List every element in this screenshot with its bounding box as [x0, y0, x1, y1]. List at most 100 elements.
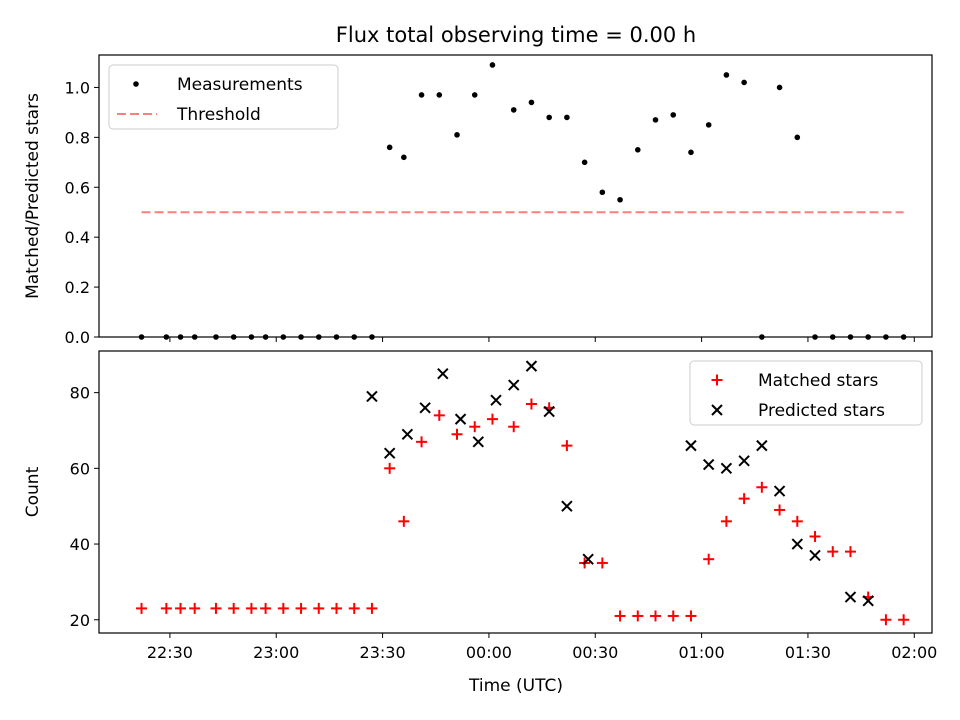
matched-star-point [384, 462, 396, 474]
x-stroke-2 [401, 428, 414, 440]
matched-star-point [451, 428, 463, 440]
y-tick-label: 0.6 [65, 178, 90, 197]
x-stroke-2 [756, 439, 768, 452]
x-stroke-2 [862, 595, 874, 607]
predicted-star-point [525, 360, 538, 372]
chart-title: Flux total observing time = 0.00 h [336, 23, 696, 47]
measurement-point [581, 159, 588, 166]
matched-star-point [614, 610, 626, 622]
predicted-star-point [702, 458, 715, 471]
matched-star-point [596, 557, 608, 569]
legend-label: Predicted stars [758, 401, 885, 421]
matched-star-point [210, 602, 222, 614]
measurement-point [794, 134, 801, 141]
legend-label: Measurements [177, 75, 303, 95]
legend-box [689, 360, 923, 426]
x-stroke-2 [508, 379, 520, 391]
x-tick-label: 00:00 [466, 643, 512, 662]
matched-star-point [685, 610, 697, 622]
legend-measurement-swatch [133, 81, 139, 87]
measurement-point [670, 112, 677, 118]
predicted-star-point [582, 553, 594, 565]
x-stroke-2 [702, 458, 715, 471]
matched-star-point [650, 610, 662, 622]
matched-star-point [313, 602, 325, 614]
y-tick-label: 1.0 [65, 78, 90, 97]
matched-star-point [469, 421, 481, 433]
measurement-point [776, 84, 783, 91]
x-stroke-2 [525, 360, 538, 372]
legend-predicted-swatch [711, 404, 723, 416]
matched-star-point [295, 602, 307, 614]
measurement-point [688, 149, 694, 156]
predicted-star-point [490, 394, 502, 406]
y-tick-label: 0.4 [65, 228, 90, 247]
matched-star-point [228, 602, 240, 614]
matched-star-point [260, 602, 272, 614]
x-stroke-2 [366, 390, 378, 403]
matched-star-point [756, 481, 768, 493]
matched-star-point [738, 493, 750, 505]
measurement-point [386, 144, 393, 151]
matched-star-point [508, 421, 520, 433]
legend: Matched stars Predicted stars [689, 360, 923, 426]
matched-star-point [330, 602, 342, 614]
predicted-star-point [383, 447, 396, 459]
y-axis-label: Count [23, 466, 43, 517]
measurement-point [652, 117, 659, 123]
matched-star-point [277, 602, 289, 614]
predicted-star-point [685, 439, 697, 452]
x-tick-label: 23:30 [360, 643, 406, 662]
matched-star-point [720, 515, 732, 527]
matched-star-point [175, 602, 187, 614]
measurement-point [546, 114, 552, 121]
predicted-star-point [366, 390, 378, 403]
matched-star-point [433, 409, 445, 421]
x-tick-label: 01:30 [785, 643, 831, 662]
legend-label: Threshold [176, 105, 261, 125]
predicted-star-point [862, 595, 874, 607]
y-tick-label: 40 [70, 535, 90, 554]
matched-star-point [561, 440, 573, 452]
legend-label: Matched stars [758, 371, 878, 391]
predicted-star-point [472, 436, 484, 448]
x-stroke-2 [711, 404, 723, 416]
top-panel: 0.0 0.2 0.4 0.6 0.8 1.0 Matched/Predicted star… [23, 54, 933, 347]
matched-star-point [774, 504, 786, 516]
matched-star-point [844, 546, 856, 558]
matched-star-point [703, 553, 715, 565]
x-stroke-2 [454, 413, 467, 425]
matched-star-point [898, 614, 910, 626]
axes-frame [98, 350, 933, 634]
matched-star-point [245, 602, 257, 614]
predicted-star-point [756, 439, 768, 452]
matched-star-point [189, 602, 201, 614]
x-stroke-2 [791, 538, 804, 550]
measurement-point [401, 154, 407, 161]
predicted-star-point [773, 485, 786, 497]
measurement-point [634, 147, 641, 153]
x-stroke-2 [685, 439, 697, 452]
legend-box [108, 64, 339, 130]
matched-star-point [486, 413, 498, 425]
x-tick-label: 23:00 [253, 643, 299, 662]
x-stroke-2 [720, 462, 733, 475]
measurement-point [454, 132, 460, 138]
y-tick-label: 0.8 [65, 128, 90, 147]
y-tick-label: 0.2 [65, 278, 90, 297]
matched-star-point [791, 515, 803, 527]
y-tick-label: 0.0 [65, 328, 90, 347]
x-stroke-2 [582, 553, 594, 565]
predicted-star-point [809, 549, 821, 562]
predicted-star-point [720, 462, 733, 475]
measurement-point [471, 92, 478, 98]
matched-star-point [667, 610, 679, 622]
matched-star-point [416, 436, 428, 448]
predicted-star-point [454, 413, 467, 425]
matched-star-point [632, 610, 644, 622]
matched-star-point [398, 515, 410, 527]
x-stroke-2 [844, 591, 857, 603]
x-stroke-2 [472, 436, 484, 448]
predicted-star-point [738, 455, 750, 467]
legend-matched-swatch [711, 374, 723, 386]
